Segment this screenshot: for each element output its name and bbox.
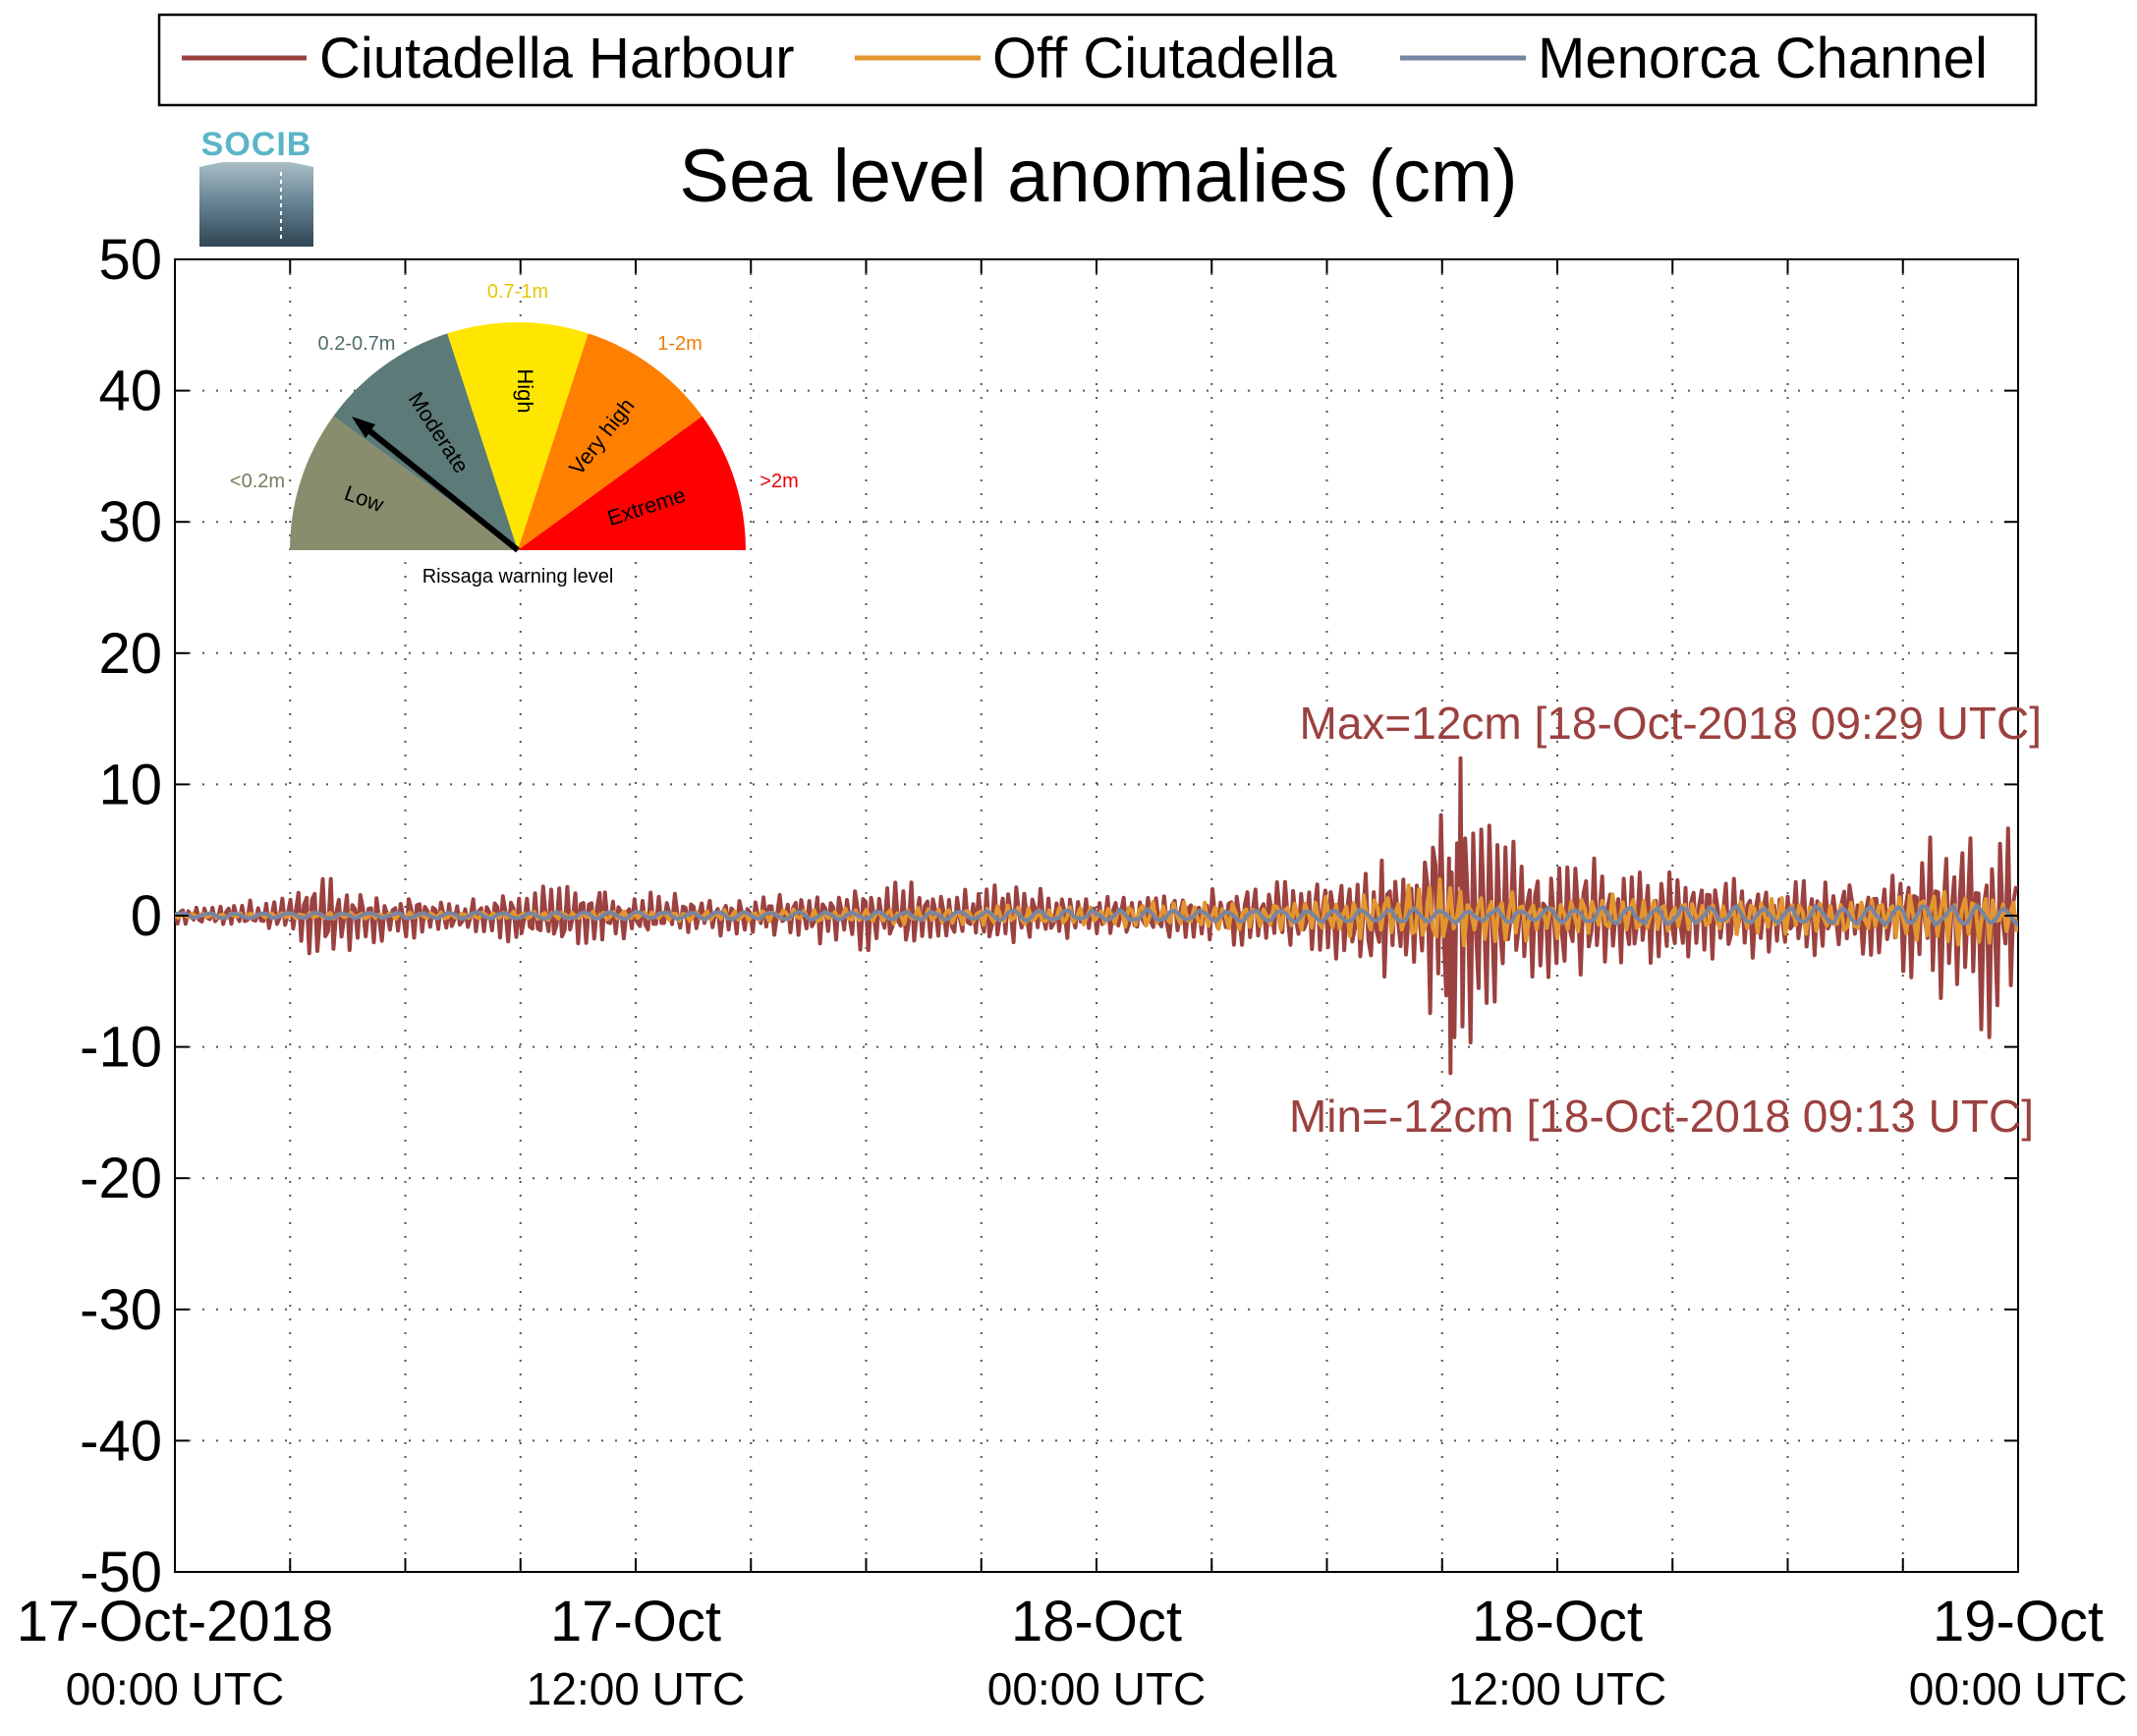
y-tick-label: 30 bbox=[98, 490, 162, 554]
y-tick-label: -10 bbox=[80, 1016, 162, 1080]
gauge-range-high: 0.7-1m bbox=[487, 281, 548, 303]
gauge-needle-head bbox=[352, 417, 375, 438]
gauge-segment-high bbox=[447, 322, 589, 550]
gauge-caption: Rissaga warning level bbox=[422, 566, 614, 588]
gauge-range-extreme: >2m bbox=[759, 471, 798, 492]
gauge-segment-extreme bbox=[518, 416, 746, 550]
legend-label-channel: Menorca Channel bbox=[1538, 27, 1988, 90]
logo-panel bbox=[199, 162, 313, 247]
x-axis-labels: 17-Oct-2018 00:00 UTC 17-Oct 12:00 UTC 18-Oc… bbox=[17, 1590, 2127, 1714]
logo-text: SOCIB bbox=[201, 126, 312, 163]
x-tick-label-date: 19-Oct bbox=[1933, 1590, 2104, 1653]
x-tick-label-time: 12:00 UTC bbox=[1448, 1663, 1666, 1714]
y-tick-label: 10 bbox=[98, 753, 162, 816]
y-tick-label: 50 bbox=[98, 228, 162, 292]
legend: Ciutadella Harbour Off Ciutadella Menorc… bbox=[157, 13, 2038, 107]
x-tick-label-date: 17-Oct-2018 bbox=[17, 1590, 333, 1653]
legend-label-harbour: Ciutadella Harbour bbox=[319, 27, 795, 90]
legend-label-offshore: Off Ciutadella bbox=[992, 27, 1337, 90]
annotation-max: Max=12cm [18-Oct-2018 09:29 UTC] bbox=[1300, 698, 2043, 749]
y-tick-label: -30 bbox=[80, 1278, 162, 1342]
gauge-segment-moderate bbox=[333, 333, 518, 550]
socib-logo: SOCIB bbox=[199, 126, 313, 247]
chart-title: Sea level anomalies (cm) bbox=[679, 135, 1517, 218]
x-tick-label-date: 18-Oct bbox=[1472, 1590, 1643, 1653]
x-tick-label-date: 17-Oct bbox=[550, 1590, 721, 1653]
annotation-min: Min=-12cm [18-Oct-2018 09:13 UTC] bbox=[1289, 1091, 2034, 1142]
gauge-range-very-high: 1-2m bbox=[657, 333, 703, 355]
x-tick-label-time: 00:00 UTC bbox=[66, 1663, 284, 1714]
gauge-needle bbox=[360, 421, 520, 553]
plot-area bbox=[174, 258, 2019, 1573]
y-tick-label: -50 bbox=[80, 1540, 162, 1604]
y-tick-label: 40 bbox=[98, 360, 162, 423]
series-layer bbox=[175, 756, 2018, 1076]
ticks bbox=[175, 259, 2018, 1572]
gauge-segment-very-high bbox=[518, 333, 703, 550]
x-tick-label-time: 00:00 UTC bbox=[1909, 1663, 2127, 1714]
logo-wave bbox=[199, 159, 313, 167]
x-tick-label-date: 18-Oct bbox=[1011, 1590, 1182, 1653]
gauge-label-high: High bbox=[513, 368, 537, 413]
y-tick-label: -40 bbox=[80, 1409, 162, 1473]
gauge-segment-low bbox=[290, 416, 518, 550]
y-tick-label: 0 bbox=[131, 884, 162, 948]
x-tick-label-time: 12:00 UTC bbox=[527, 1663, 745, 1714]
y-tick-label: -20 bbox=[80, 1147, 162, 1210]
gauge-range-low: <0.2m bbox=[230, 471, 285, 492]
series-line-channel bbox=[175, 903, 2018, 927]
legend-box bbox=[157, 13, 2038, 107]
y-axis-labels: 50 40 30 20 10 0 -10 -20 -30 -40 -50 bbox=[80, 228, 162, 1604]
x-tick-label-time: 00:00 UTC bbox=[987, 1663, 1206, 1714]
y-tick-label: 20 bbox=[98, 622, 162, 686]
rissaga-gauge: Low Moderate High Very high Extreme <0.2… bbox=[230, 281, 799, 588]
gauge-range-moderate: 0.2-0.7m bbox=[318, 333, 396, 355]
